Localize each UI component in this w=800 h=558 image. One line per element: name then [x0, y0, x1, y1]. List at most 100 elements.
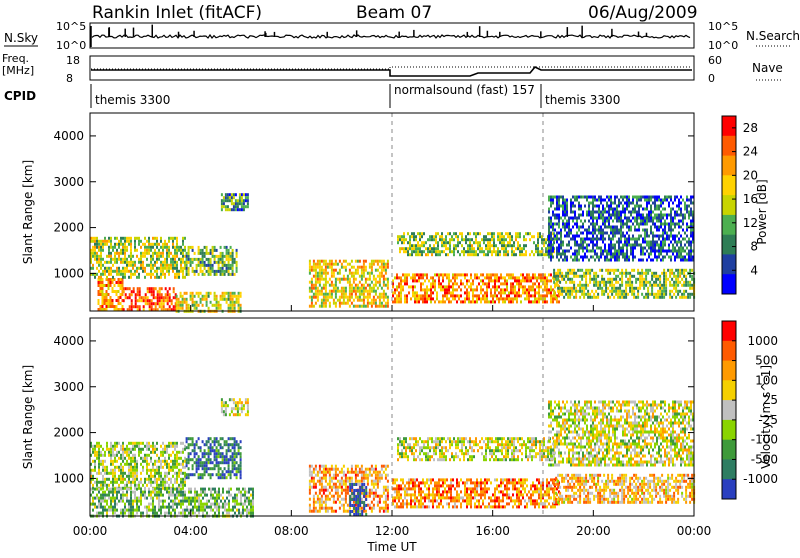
power-echo-cell — [650, 259, 652, 262]
power-echo-cell — [569, 281, 571, 284]
power-echo-cell — [152, 267, 154, 270]
velocity-echo-cell — [140, 494, 142, 497]
power-echo-cell — [670, 214, 672, 217]
power-echo-cell — [600, 226, 602, 229]
power-echo-cell — [162, 267, 164, 270]
power-echo-cell — [423, 241, 425, 244]
power-echo-cell — [504, 276, 506, 279]
power-echo-cell — [502, 282, 504, 285]
power-echo-cell — [137, 287, 139, 290]
power-echo-cell — [471, 247, 473, 250]
power-echo-cell — [538, 273, 540, 276]
power-echo-cell — [566, 208, 568, 211]
power-echo-cell — [452, 273, 454, 276]
power-echo-cell — [544, 300, 546, 303]
velocity-echo-cell — [224, 458, 226, 461]
power-echo-cell — [168, 273, 170, 276]
power-echo-cell — [608, 253, 610, 256]
velocity-echo-cell — [98, 472, 100, 475]
power-echo-cell — [493, 238, 495, 241]
power-echo-cell — [381, 302, 383, 305]
power-echo-cell — [562, 259, 564, 262]
power-echo-cell — [403, 235, 405, 238]
power-echo-cell — [537, 235, 539, 238]
power-echo-cell — [535, 247, 537, 250]
power-echo-cell — [140, 240, 142, 243]
power-echo-cell — [375, 299, 377, 302]
power-echo-cell — [100, 293, 102, 296]
power-echo-cell — [660, 241, 662, 244]
power-echo-cell — [176, 273, 178, 276]
power-echo-cell — [688, 259, 690, 262]
power-echo-cell — [460, 294, 462, 297]
power-echo-cell — [477, 241, 479, 244]
power-echo-cell — [349, 296, 351, 299]
power-echo-cell — [674, 235, 676, 238]
power-echo-cell — [559, 281, 561, 284]
power-echo-cell — [640, 253, 642, 256]
power-echo-cell — [570, 247, 572, 250]
power-echo-cell — [677, 284, 679, 287]
power-echo-cell — [573, 296, 575, 299]
power-echo-cell — [619, 293, 621, 296]
velocity-echo-cell — [118, 488, 120, 491]
power-echo-cell — [383, 269, 385, 272]
power-echo-cell — [578, 202, 580, 205]
power-echo-cell — [174, 264, 176, 267]
power-echo-cell — [688, 217, 690, 220]
power-echo-cell — [565, 272, 567, 275]
power-echo-cell — [670, 259, 672, 262]
power-echo-cell — [243, 208, 245, 211]
power-echo-cell — [192, 270, 194, 273]
power-echo-cell — [190, 298, 192, 301]
velocity-echo-cell — [220, 452, 222, 455]
power-echo-cell — [592, 229, 594, 232]
power-echo-cell — [331, 272, 333, 275]
power-echo-cell — [662, 229, 664, 232]
power-echo-cell — [589, 269, 591, 272]
power-echo-cell — [156, 255, 158, 258]
power-echo-cell — [229, 193, 231, 196]
power-echo-cell — [400, 279, 402, 282]
power-echo-cell — [359, 266, 361, 269]
power-echo-cell — [564, 214, 566, 217]
power-echo-cell — [550, 247, 552, 250]
power-echo-cell — [474, 288, 476, 291]
power-echo-cell — [601, 275, 603, 278]
power-echo-cell — [603, 284, 605, 287]
power-echo-cell — [680, 211, 682, 214]
power-echo-cell — [592, 232, 594, 235]
range-tick-label: 3000 — [53, 175, 84, 189]
velocity-echo-cell — [152, 500, 154, 503]
power-echo-cell — [438, 273, 440, 276]
power-echo-cell — [634, 256, 636, 259]
velocity-echo-cell — [134, 497, 136, 500]
power-echo-cell — [437, 232, 439, 235]
power-echo-cell — [688, 244, 690, 247]
power-echo-cell — [630, 238, 632, 241]
power-echo-cell — [650, 229, 652, 232]
velocity-echo-cell — [184, 481, 186, 484]
power-echo-cell — [529, 238, 531, 241]
power-echo-cell — [618, 244, 620, 247]
power-echo-cell — [343, 275, 345, 278]
power-echo-cell — [100, 258, 102, 261]
power-echo-cell — [526, 294, 528, 297]
power-echo-cell — [431, 235, 433, 238]
power-echo-cell — [439, 235, 441, 238]
power-echo-cell — [690, 247, 692, 250]
power-echo-cell — [679, 275, 681, 278]
power-echo-cell — [133, 287, 135, 290]
power-echo-cell — [365, 278, 367, 281]
power-echo-cell — [661, 293, 663, 296]
velocity-echo-cell — [240, 461, 242, 464]
power-echo-cell — [331, 266, 333, 269]
velocity-echo-cell — [108, 451, 110, 454]
power-echo-cell — [216, 298, 218, 301]
power-echo-cell — [516, 282, 518, 285]
power-echo-cell — [648, 196, 650, 199]
power-echo-cell — [659, 296, 661, 299]
power-echo-cell — [555, 296, 557, 299]
power-echo-cell — [654, 241, 656, 244]
